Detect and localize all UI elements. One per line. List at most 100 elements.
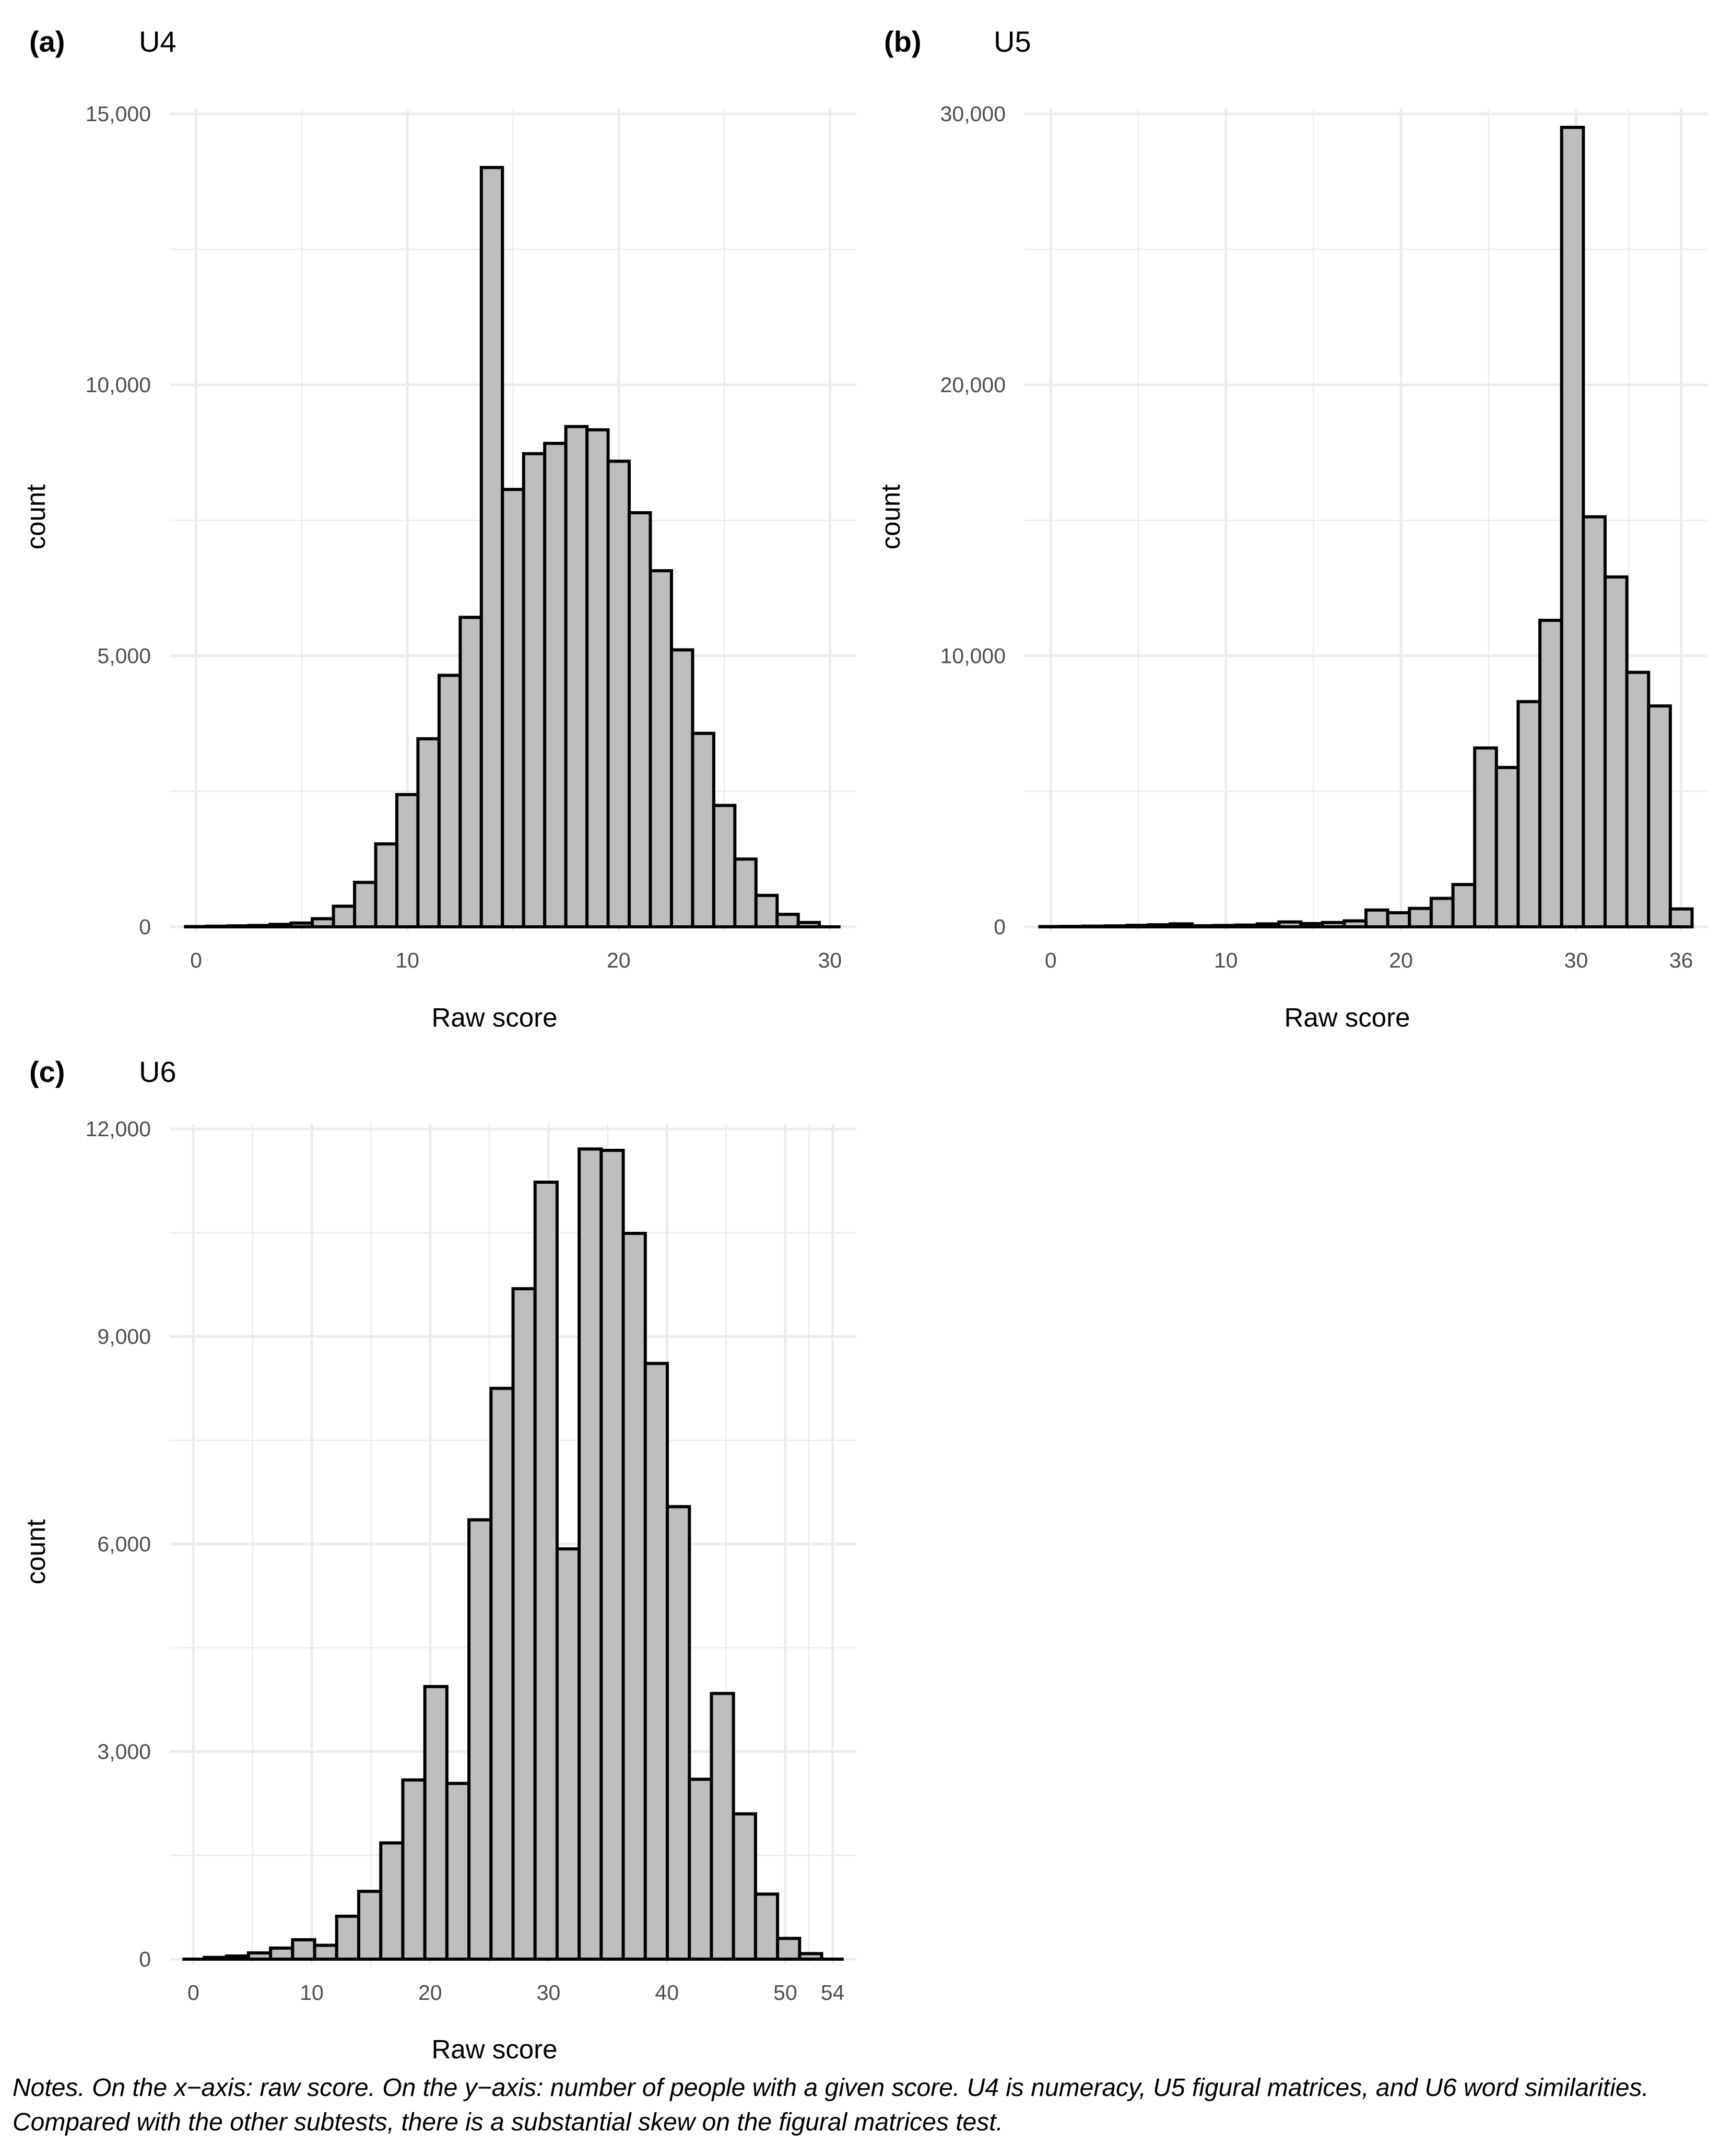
x-tick-label: 10 (300, 1981, 324, 2005)
bar (1494, 765, 1520, 928)
x-tick-label: 50 (773, 1981, 797, 2005)
bar (753, 1892, 780, 1961)
panel-c-u6: (c) U6 0 3,000 6,000 9,000 12,000 0 10 20 30 40 5… (21, 1055, 856, 2064)
panel-label: (a) (29, 25, 65, 58)
bar (395, 793, 420, 929)
y-tick-label: 6,000 (97, 1532, 151, 1556)
bar (353, 880, 378, 929)
x-tick-label: 40 (655, 1981, 679, 2005)
bar (489, 1386, 515, 1961)
y-tick-label: 3,000 (97, 1740, 151, 1764)
x-tick-label: 0 (187, 1981, 199, 2005)
bar (522, 452, 547, 928)
chart-title: U6 (139, 1055, 176, 1088)
bar (379, 1841, 405, 1961)
bar (467, 1518, 493, 1961)
bars (203, 1147, 823, 1961)
x-tick-label: 36 (1669, 948, 1693, 972)
x-tick-label: 0 (1045, 948, 1057, 972)
x-axis-label: Raw score (1285, 1003, 1410, 1032)
bar (621, 1232, 647, 1961)
y-tick-label: 0 (994, 915, 1006, 939)
bar (776, 1937, 802, 1961)
x-tick-label: 30 (537, 1981, 561, 2005)
bar (691, 732, 715, 928)
bar (1516, 700, 1542, 929)
figure-notes: Notes. On the x−axis: raw score. On the … (13, 2074, 1649, 2136)
bar (712, 804, 737, 929)
x-tick-label: 10 (395, 948, 419, 972)
bar (511, 1287, 537, 1961)
bar (501, 488, 525, 928)
bar (291, 1938, 316, 1961)
bar (628, 511, 652, 928)
bar (643, 1362, 669, 1961)
bar (1386, 911, 1411, 928)
bar (401, 1778, 427, 1961)
bar (564, 425, 589, 928)
bar (1625, 670, 1651, 929)
bar (775, 913, 800, 928)
bar (313, 1943, 338, 1961)
bar (416, 737, 441, 928)
bar (479, 166, 504, 929)
panel-b-u5: (b) U5 0 10,000 20,000 30,000 0 10 20 30 36 Raw… (876, 25, 1707, 1032)
y-tick-label: 9,000 (97, 1325, 151, 1349)
x-tick-label: 54 (821, 1981, 845, 2005)
bar (423, 1684, 449, 1961)
bar (733, 857, 758, 928)
bar (533, 1181, 559, 1961)
bar (1408, 906, 1433, 929)
chart-title: U5 (994, 25, 1031, 58)
bar (269, 1946, 294, 1961)
bar (1668, 907, 1694, 928)
bar (710, 1692, 735, 1961)
panel-label: (b) (884, 25, 922, 58)
bar (1560, 125, 1585, 929)
bar (445, 1782, 471, 1961)
bar (669, 648, 694, 929)
y-tick-label: 15,000 (86, 102, 151, 126)
y-axis-label: count (876, 485, 905, 550)
bar (1603, 575, 1629, 928)
bar (688, 1777, 713, 1961)
bar (599, 1149, 625, 1961)
y-tick-label: 10,000 (86, 373, 151, 397)
y-axis-label: count (21, 485, 51, 550)
y-tick-label: 5,000 (97, 644, 151, 668)
x-tick-label: 20 (1389, 948, 1413, 972)
x-tick-label: 30 (1564, 948, 1588, 972)
bar (543, 442, 568, 928)
y-tick-label: 20,000 (940, 373, 1006, 397)
y-ticks: 0 10,000 20,000 30,000 (940, 102, 1006, 939)
bars (1038, 125, 1694, 929)
x-tick-label: 10 (1214, 948, 1238, 972)
x-tick-label: 0 (190, 948, 202, 972)
bar (1582, 515, 1607, 928)
bar (606, 460, 631, 928)
x-axis-label: Raw score (432, 1003, 558, 1032)
y-tick-label: 10,000 (940, 644, 1006, 668)
bar (1647, 704, 1672, 928)
x-tick-label: 30 (818, 948, 842, 972)
x-axis-label: Raw score (432, 2034, 558, 2064)
chart-title: U4 (139, 25, 176, 58)
bar (1473, 746, 1498, 928)
bar (458, 616, 483, 928)
y-axis-label: count (21, 1519, 51, 1585)
bar (437, 674, 462, 929)
y-tick-label: 0 (139, 1947, 151, 1971)
panel-a-u4: (a) U4 0 5,000 10,000 15,000 0 10 20 30 Raw sc… (21, 25, 856, 1032)
y-ticks: 0 5,000 10,000 15,000 (86, 102, 151, 939)
bar (732, 1812, 757, 1961)
bar (585, 428, 610, 928)
bar (1429, 897, 1455, 929)
bar (357, 1890, 383, 1961)
bar (666, 1505, 691, 1961)
bar (335, 1914, 360, 1961)
x-tick-label: 20 (607, 948, 631, 972)
bar (578, 1147, 603, 1961)
x-ticks: 0 10 20 30 36 (1045, 948, 1693, 972)
x-ticks: 0 10 20 30 (190, 948, 842, 972)
bar (332, 904, 357, 929)
